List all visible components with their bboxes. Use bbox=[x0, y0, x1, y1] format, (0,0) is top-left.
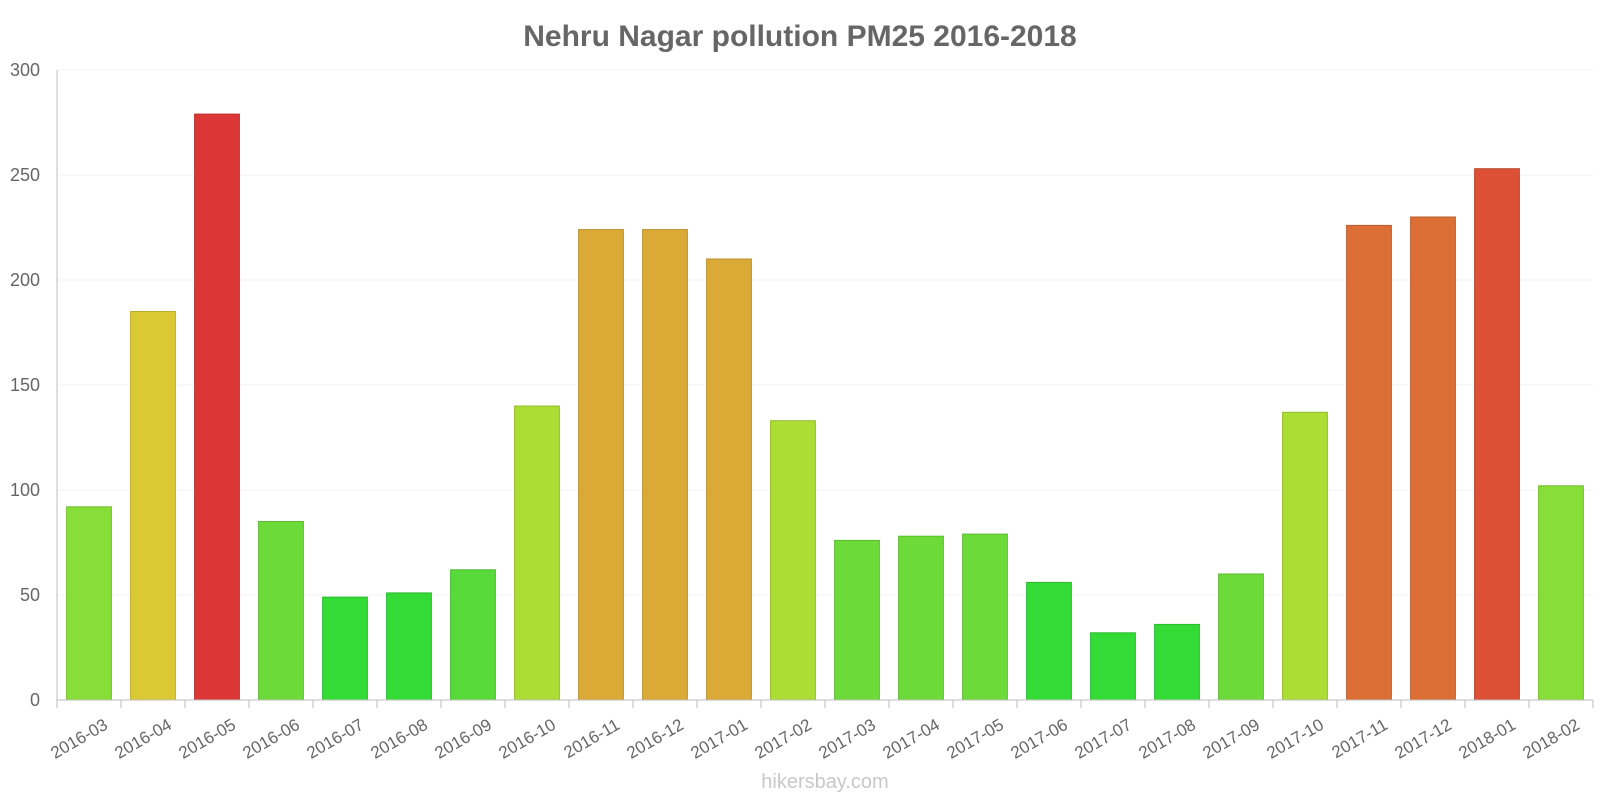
bar-2017-10 bbox=[1282, 411, 1328, 701]
x-tick-label: 2016-06 bbox=[239, 715, 303, 763]
x-tick-label: 2016-11 bbox=[561, 715, 623, 762]
bar-2016-11 bbox=[578, 229, 624, 701]
bar-2017-08 bbox=[1154, 623, 1200, 701]
x-tick-label: 2016-05 bbox=[175, 715, 239, 763]
x-tick-label: 2017-04 bbox=[879, 715, 943, 763]
bar-2016-03 bbox=[66, 506, 112, 701]
bar-2016-07 bbox=[322, 596, 368, 701]
bar-2017-02 bbox=[770, 420, 816, 701]
x-tick-label: 2017-12 bbox=[1391, 715, 1455, 763]
credit-label: hikersbay.com bbox=[761, 771, 888, 793]
x-tick-label: 2018-02 bbox=[1519, 715, 1583, 763]
x-tick-label: 2017-03 bbox=[815, 715, 879, 763]
bar-2017-06 bbox=[1026, 581, 1072, 701]
y-tick-label: 0 bbox=[30, 690, 40, 710]
bar-2016-06 bbox=[258, 521, 304, 701]
y-tick-label: 250 bbox=[10, 165, 40, 185]
x-tick-label: 2017-08 bbox=[1135, 715, 1199, 763]
x-tick-label: 2016-04 bbox=[111, 715, 175, 763]
x-tick-label: 2016-09 bbox=[431, 715, 495, 763]
x-tick-label: 2017-07 bbox=[1071, 715, 1135, 763]
y-tick-label: 150 bbox=[10, 375, 40, 395]
x-tick-label: 2016-10 bbox=[495, 715, 559, 763]
x-tick-label: 2017-01 bbox=[687, 715, 751, 763]
bar-2017-04 bbox=[898, 535, 944, 701]
x-tick-label: 2017-09 bbox=[1199, 715, 1263, 763]
x-tick-label: 2017-11 bbox=[1329, 715, 1391, 762]
bar-2017-07 bbox=[1090, 632, 1136, 701]
x-axis: 2016-03 2016-04 2016-05 2016-06 2016-07 2016-… bbox=[47, 699, 1594, 763]
gridlines bbox=[57, 69, 1593, 596]
x-tick-label: 2017-05 bbox=[943, 715, 1007, 763]
x-tick-label: 2016-07 bbox=[303, 715, 367, 763]
bar-2016-08 bbox=[386, 592, 432, 701]
x-tick-label: 2016-12 bbox=[623, 715, 687, 763]
bar-2018-02 bbox=[1538, 485, 1584, 701]
bar-2016-04 bbox=[130, 311, 176, 701]
x-tick-label: 2017-06 bbox=[1007, 715, 1071, 763]
bar-2017-03 bbox=[834, 539, 880, 701]
y-tick-label: 300 bbox=[10, 60, 40, 80]
bar-2017-09 bbox=[1218, 573, 1264, 701]
y-axis: 0 50 100 150 200 250 300 bbox=[10, 60, 58, 710]
bar-2017-12 bbox=[1410, 216, 1456, 701]
bar-2016-09 bbox=[450, 569, 496, 701]
bars bbox=[66, 113, 1584, 701]
bar-2018-01 bbox=[1474, 168, 1520, 701]
y-tick-label: 100 bbox=[10, 480, 40, 500]
bar-2016-05 bbox=[194, 113, 240, 701]
bar-2017-05 bbox=[962, 533, 1008, 701]
bar-2017-11 bbox=[1346, 224, 1392, 701]
bar-2016-12 bbox=[642, 229, 688, 701]
x-tick-label: 2018-01 bbox=[1455, 715, 1519, 763]
x-tick-label: 2016-08 bbox=[367, 715, 431, 763]
x-tick-label: 2017-10 bbox=[1263, 715, 1327, 763]
y-tick-label: 200 bbox=[10, 270, 40, 290]
x-tick-label: 2016-03 bbox=[47, 715, 111, 763]
y-tick-label: 50 bbox=[20, 585, 40, 605]
bar-2017-01 bbox=[706, 258, 752, 701]
x-tick-label: 2017-02 bbox=[751, 715, 815, 763]
chart-title: Nehru Nagar pollution PM25 2016-2018 bbox=[523, 20, 1077, 53]
bar-2016-10 bbox=[514, 405, 560, 701]
